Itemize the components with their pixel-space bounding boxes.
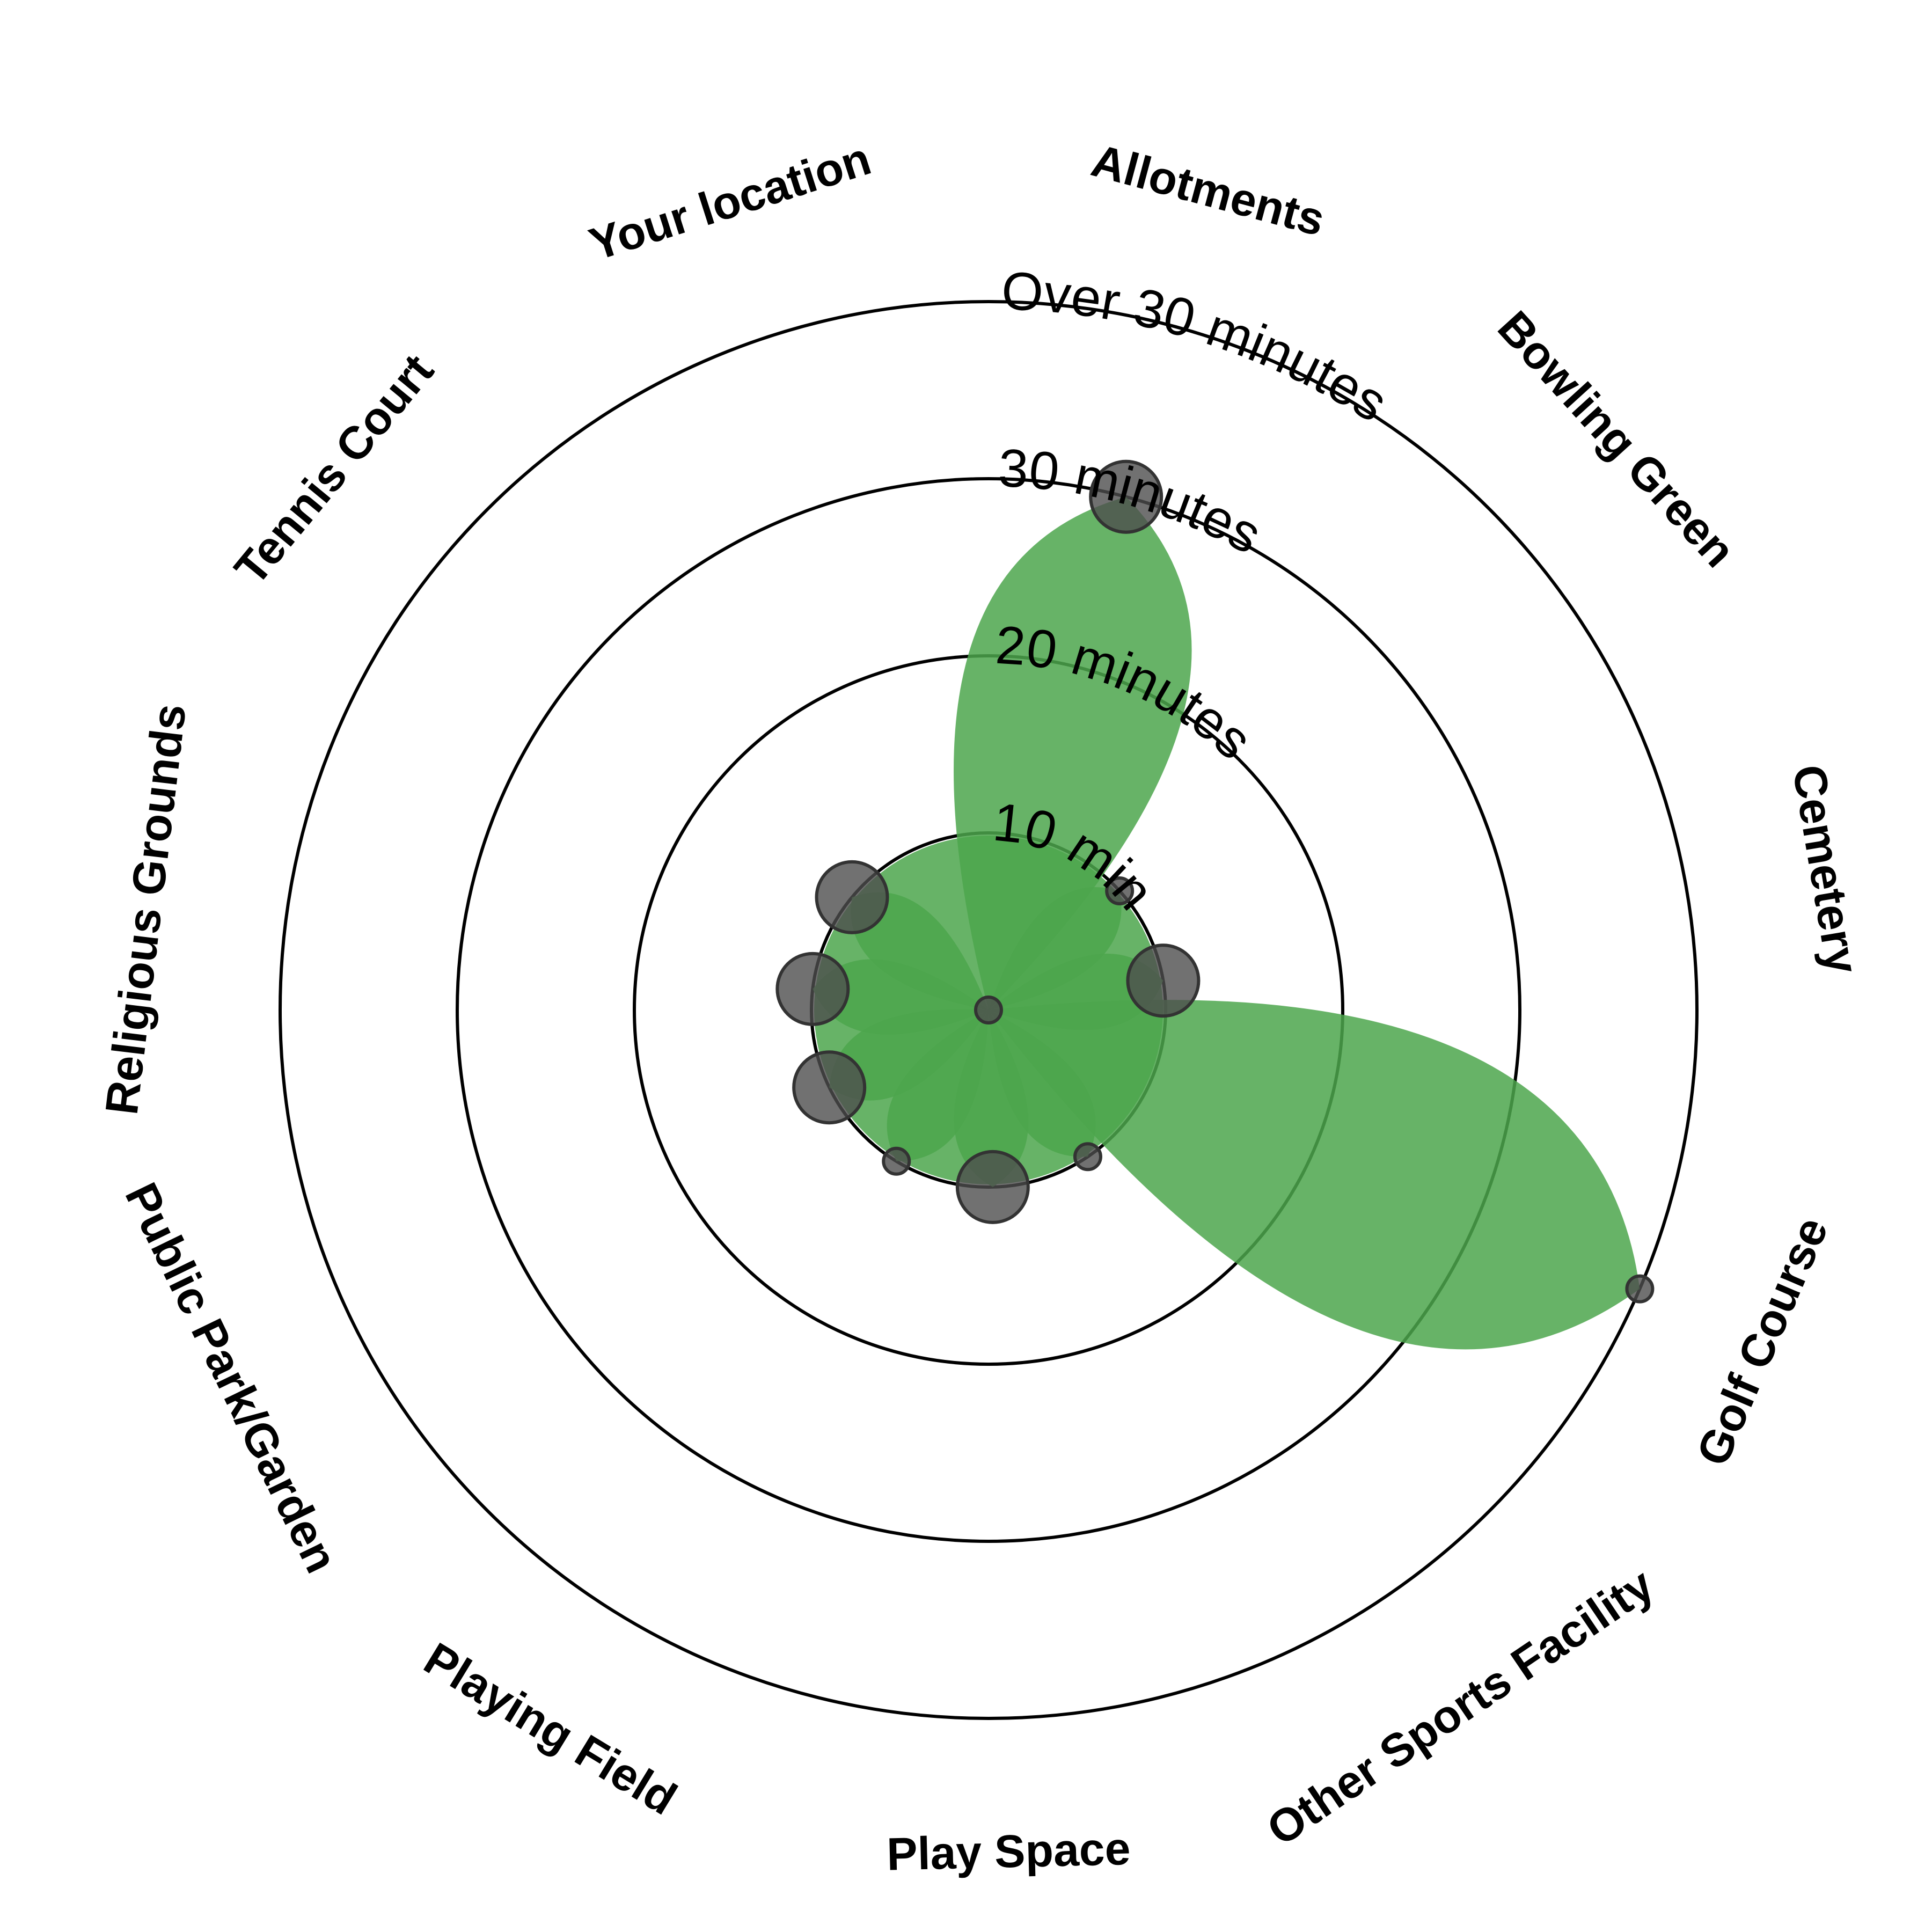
bubbles: [775, 459, 1655, 1304]
category-label-allotments: Allotments: [1086, 135, 1330, 246]
category-label-play-space: Play Space: [886, 1823, 1131, 1880]
petal-golf-course: [989, 1000, 1640, 1350]
bubble-allotments: [1089, 459, 1163, 534]
bubble-your-location: [974, 996, 1003, 1024]
category-label-playing-field: Playing Field: [415, 1633, 685, 1825]
bubble-cemetery: [1126, 943, 1201, 1018]
category-label-other-sports-facility: Other Sports Facility: [1258, 1558, 1663, 1856]
category-label-bowling-green: Bowling Green: [1488, 302, 1745, 577]
bubble-playing-field: [882, 1146, 911, 1176]
ring-4: [279, 300, 1699, 1720]
bubble-tennis-court: [815, 860, 889, 934]
ring-label-4: Over 30 minutes: [1000, 261, 1398, 434]
category-label-tennis-court: Tennis Court: [225, 345, 444, 595]
ring-3: [456, 477, 1521, 1543]
category-label-your-location: Your location: [583, 133, 877, 270]
bubble-golf-course: [1625, 1274, 1655, 1304]
bubble-play-space: [955, 1150, 1030, 1224]
area-petals: [813, 496, 1640, 1350]
category-label-public-park-garden: Public Park/Garden: [115, 1175, 347, 1581]
bubble-other-sports-facility: [1073, 1142, 1102, 1172]
category-label-golf-course: Golf Course: [1687, 1210, 1838, 1473]
category-label-cemetery: Cemetery: [1783, 762, 1869, 978]
category-label-religious-grounds: Religious Grounds: [96, 701, 196, 1117]
bubble-public-park-garden: [792, 1050, 867, 1125]
bubble-religious-grounds: [775, 952, 850, 1026]
bubble-bowling-green: [1105, 876, 1135, 906]
